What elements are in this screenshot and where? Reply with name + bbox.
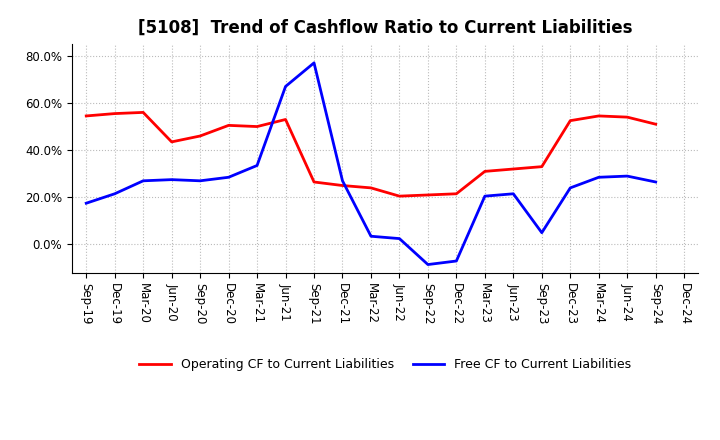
- Operating CF to Current Liabilities: [167, 139, 176, 144]
- Free CF to Current Liabilities: [225, 175, 233, 180]
- Operating CF to Current Liabilities: [139, 110, 148, 115]
- Free CF to Current Liabilities: [196, 178, 204, 183]
- Free CF to Current Liabilities: [595, 175, 603, 180]
- Operating CF to Current Liabilities: [423, 192, 432, 198]
- Operating CF to Current Liabilities: [82, 114, 91, 119]
- Free CF to Current Liabilities: [509, 191, 518, 196]
- Free CF to Current Liabilities: [338, 178, 347, 183]
- Operating CF to Current Liabilities: [253, 124, 261, 129]
- Free CF to Current Liabilities: [82, 201, 91, 206]
- Operating CF to Current Liabilities: [196, 133, 204, 139]
- Free CF to Current Liabilities: [110, 191, 119, 196]
- Operating CF to Current Liabilities: [395, 194, 404, 199]
- Line: Operating CF to Current Liabilities: Operating CF to Current Liabilities: [86, 112, 656, 196]
- Operating CF to Current Liabilities: [537, 164, 546, 169]
- Operating CF to Current Liabilities: [366, 185, 375, 191]
- Operating CF to Current Liabilities: [480, 169, 489, 174]
- Operating CF to Current Liabilities: [452, 191, 461, 196]
- Free CF to Current Liabilities: [537, 230, 546, 235]
- Operating CF to Current Liabilities: [110, 111, 119, 116]
- Free CF to Current Liabilities: [395, 236, 404, 241]
- Operating CF to Current Liabilities: [310, 180, 318, 185]
- Operating CF to Current Liabilities: [652, 121, 660, 127]
- Free CF to Current Liabilities: [623, 173, 631, 179]
- Line: Free CF to Current Liabilities: Free CF to Current Liabilities: [86, 63, 656, 264]
- Free CF to Current Liabilities: [167, 177, 176, 182]
- Free CF to Current Liabilities: [282, 84, 290, 89]
- Operating CF to Current Liabilities: [595, 114, 603, 119]
- Title: [5108]  Trend of Cashflow Ratio to Current Liabilities: [5108] Trend of Cashflow Ratio to Curren…: [138, 19, 632, 37]
- Operating CF to Current Liabilities: [509, 166, 518, 172]
- Free CF to Current Liabilities: [310, 60, 318, 66]
- Free CF to Current Liabilities: [253, 163, 261, 168]
- Free CF to Current Liabilities: [423, 262, 432, 267]
- Legend: Operating CF to Current Liabilities, Free CF to Current Liabilities: Operating CF to Current Liabilities, Fre…: [135, 353, 636, 376]
- Operating CF to Current Liabilities: [225, 123, 233, 128]
- Operating CF to Current Liabilities: [338, 183, 347, 188]
- Operating CF to Current Liabilities: [566, 118, 575, 123]
- Operating CF to Current Liabilities: [282, 117, 290, 122]
- Free CF to Current Liabilities: [566, 185, 575, 191]
- Free CF to Current Liabilities: [480, 194, 489, 199]
- Free CF to Current Liabilities: [652, 180, 660, 185]
- Free CF to Current Liabilities: [139, 178, 148, 183]
- Free CF to Current Liabilities: [366, 234, 375, 239]
- Operating CF to Current Liabilities: [623, 114, 631, 120]
- Free CF to Current Liabilities: [452, 258, 461, 264]
